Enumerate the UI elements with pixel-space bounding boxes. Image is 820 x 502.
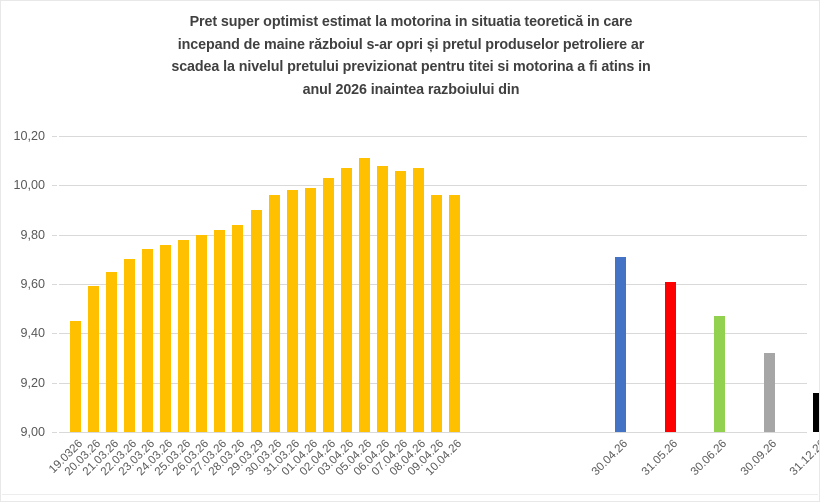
bar-20.03.26: [88, 286, 100, 432]
chart-title-line-1: Pret super optimist estimat la motorina …: [189, 14, 633, 30]
bar-30.06.26: [714, 316, 725, 432]
bar-31.05.26: [664, 281, 676, 432]
bar-30.03.26: [268, 195, 280, 432]
y-axis-tick-mark: [52, 234, 57, 236]
bar-07.04.26: [394, 170, 406, 432]
bar-02.04.26: [322, 177, 334, 432]
bar-31.12.26: [813, 392, 819, 432]
bar-26.03.26: [196, 234, 208, 432]
chart-title-line-2: incepand de maine războiul s-ar opri și …: [177, 36, 645, 53]
bar-25.03.26: [178, 239, 190, 432]
bar-28.03.26: [232, 224, 244, 432]
x-axis-tick-label: 30.06.26: [688, 437, 730, 479]
bar-09.04.26: [431, 195, 442, 432]
y-axis-tick-mark: [52, 333, 57, 335]
bottom-divider: [2, 494, 818, 495]
bar-03.04.26: [340, 168, 352, 432]
plot-area: [59, 136, 819, 433]
y-axis-tick-label: 9,40: [20, 326, 45, 341]
x-axis-tick-label: 31.12.26: [787, 437, 820, 479]
y-axis-tick-label: 9,20: [20, 375, 45, 390]
y-axis-tick-mark: [52, 185, 57, 187]
y-axis-tick-mark: [52, 432, 57, 433]
y-axis-tick-label: 9,00: [20, 425, 45, 439]
x-axis-tick-label: 31.05.26: [638, 437, 680, 479]
gridline: [59, 136, 807, 137]
chart-title: Pret super optimist estimat la motorina …: [61, 11, 761, 101]
bar-08.04.26: [412, 168, 424, 432]
x-axis-tick-label: 30.09.26: [737, 437, 779, 479]
y-axis-tick-mark: [52, 284, 57, 285]
bar-21.03.26: [106, 271, 118, 432]
chart-title-line-4: anul 2026 inaintea razboiului din: [302, 81, 520, 98]
bar-05.04.26: [358, 158, 370, 432]
y-axis-tick-mark: [52, 382, 57, 384]
gridline: [59, 432, 807, 433]
x-axis-tick-label: 30.04.26: [589, 437, 631, 479]
y-axis-tick-label: 9,60: [20, 277, 45, 291]
bar-31.03.26: [286, 190, 298, 432]
gridline: [59, 185, 807, 187]
bar-06.04.26: [376, 165, 388, 432]
bar-30.09.26: [763, 353, 775, 432]
y-axis-tick-label: 9,80: [20, 227, 45, 242]
bar-23.03.26: [142, 249, 154, 432]
bar-10.04.26: [449, 195, 461, 432]
y-axis-tick-mark: [52, 136, 57, 137]
y-axis-tick-label: 10,20: [13, 129, 45, 143]
bar-22.03.26: [124, 259, 136, 432]
x-axis: 19.0326 20.03.26 21.03.26 22.03.26 23.03.26 2…: [46, 433, 819, 501]
bar-30.04.26: [615, 256, 626, 432]
bar-24.03.26: [160, 244, 172, 432]
bar-19.0326: [70, 321, 81, 432]
y-axis: 10,20 10,00 9,80 9,60 9,40 9,20 9,00: [1, 129, 57, 439]
chart-title-line-3: scadea la nivelul pretului previzionat p…: [171, 59, 651, 76]
bar-01.04.26: [304, 187, 316, 432]
bar-29.03.29: [250, 210, 262, 432]
y-axis-tick-label: 10,00: [13, 178, 45, 193]
bar-27.03.26: [214, 229, 226, 432]
